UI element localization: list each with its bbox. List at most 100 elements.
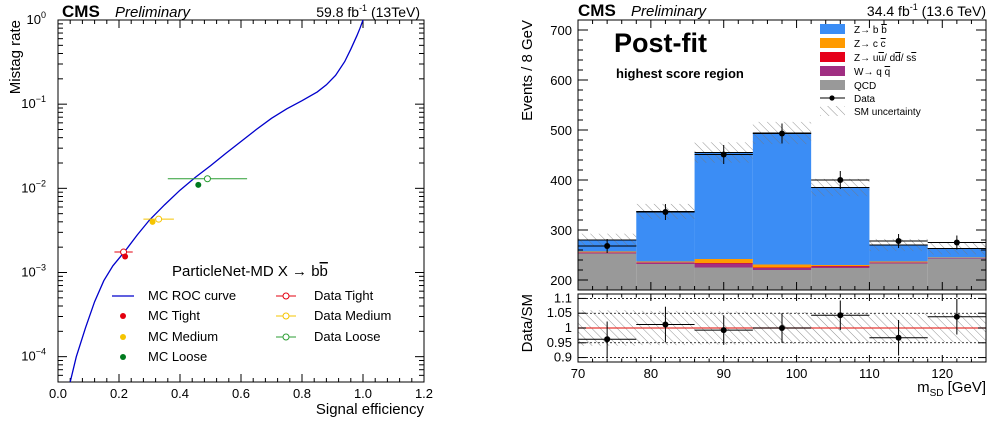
data-point bbox=[837, 177, 844, 183]
legend-zcc-swatch bbox=[820, 38, 845, 48]
ratio-point bbox=[895, 334, 902, 341]
preliminary-label-left: Preliminary bbox=[115, 4, 192, 21]
roc-x-tick-label: 0.4 bbox=[171, 386, 189, 401]
mass-x-axis-label: mSD [GeV] bbox=[917, 379, 986, 399]
roc-y-tick-label: 10−1 bbox=[21, 94, 46, 111]
ratio-y-tick-label: 1.1 bbox=[554, 290, 572, 305]
roc-y-tick-label: 100 bbox=[27, 10, 46, 27]
roc-mc-point bbox=[149, 218, 156, 225]
roc-curve-line bbox=[69, 19, 364, 383]
roc-plot-area bbox=[69, 19, 364, 383]
legend-zbb-label: Z→ b b bbox=[854, 25, 887, 36]
stack-bar bbox=[752, 264, 812, 268]
ratio-point bbox=[604, 336, 611, 343]
legend-mc-loose-label: MC Loose bbox=[148, 349, 207, 364]
stack-bar bbox=[811, 266, 870, 268]
roc-mc-point bbox=[122, 253, 129, 260]
roc-x-tick-label: 0.6 bbox=[232, 386, 250, 401]
legend-data-label: Data bbox=[854, 94, 876, 105]
stack-bar bbox=[869, 261, 928, 263]
legend-mc-tight: MC Tight bbox=[120, 308, 200, 323]
ratio-x-tick-label: 90 bbox=[716, 366, 730, 381]
legend-wqq-swatch bbox=[820, 66, 845, 76]
stack-bar bbox=[578, 253, 637, 290]
stack-bar bbox=[927, 258, 986, 290]
roc-x-tick-label: 1.2 bbox=[415, 386, 433, 401]
roc-legend-title: ParticleNet-MD X → bb bbox=[172, 263, 328, 280]
legend-mc-medium: MC Medium bbox=[120, 329, 218, 344]
ratio-x-ticks: 70 80 90 100 110 120 bbox=[571, 294, 987, 381]
ratio-x-tick-label: 80 bbox=[644, 366, 658, 381]
roc-x-tick-label: 1.0 bbox=[354, 386, 372, 401]
legend-data-loose: Data Loose bbox=[276, 329, 381, 344]
mass-panel: CMS Preliminary 34.4 fb-1 (13.6 TeV) 200… bbox=[519, 1, 987, 399]
legend-mc-loose-marker bbox=[120, 354, 126, 360]
roc-x-ticks: 0.0 0.2 0.4 0.6 0.8 1.0 1.2 bbox=[49, 20, 433, 401]
post-fit-title: Post-fit bbox=[614, 28, 707, 58]
stack-bar bbox=[811, 266, 870, 267]
ratio-y-tick-label: 1.05 bbox=[547, 305, 572, 320]
stack-bar bbox=[752, 267, 812, 268]
ratio-y-axis-label: Data/SM bbox=[519, 294, 536, 352]
legend-unc-label: SM uncertainty bbox=[854, 107, 921, 118]
legend-roc-curve: MC ROC curve bbox=[112, 288, 236, 303]
roc-x-tick-label: 0.8 bbox=[293, 386, 311, 401]
data-point bbox=[662, 209, 669, 215]
stack-bar bbox=[927, 258, 986, 259]
data-point bbox=[604, 243, 611, 249]
legend-mc-medium-marker bbox=[120, 334, 126, 340]
legend-data-medium-marker bbox=[282, 312, 290, 320]
legend-zbb-swatch bbox=[820, 24, 845, 34]
ratio-point bbox=[953, 313, 960, 320]
cms-label-right: CMS bbox=[578, 1, 616, 20]
legend-data-medium: Data Medium bbox=[276, 308, 391, 323]
ratio-y-tick-label: 0.9 bbox=[554, 350, 572, 365]
mass-y-ticks: 200 300 400 500 600 700 bbox=[550, 19, 987, 291]
ratio-point bbox=[662, 321, 669, 328]
legend-mc-medium-label: MC Medium bbox=[148, 329, 218, 344]
lumi-label-left: 59.8 fb-1 (13TeV) bbox=[316, 3, 420, 20]
legend-data-marker bbox=[829, 95, 835, 101]
stack-bar bbox=[636, 262, 695, 264]
roc-y-tick-label: 10−2 bbox=[21, 178, 46, 195]
roc-y-tick-label: 10−4 bbox=[21, 347, 46, 364]
ratio-x-tick-label: 120 bbox=[931, 366, 953, 381]
ratio-point bbox=[779, 325, 785, 331]
legend-zqq-label: Z→ uu/ dd/ ss bbox=[854, 53, 916, 64]
stack-bar bbox=[694, 263, 753, 268]
legend-data-loose-label: Data Loose bbox=[314, 329, 381, 344]
legend-zcc-label: Z→ c c bbox=[854, 39, 886, 50]
stack-bar bbox=[636, 261, 695, 263]
preliminary-label-right: Preliminary bbox=[631, 3, 708, 20]
roc-x-tick-label: 0.2 bbox=[110, 386, 128, 401]
mass-plot-area bbox=[578, 121, 986, 290]
legend-data-loose-marker bbox=[282, 333, 290, 341]
mass-legend: Z→ b b Z→ c c Z→ uu/ dd/ ss W→ q q QCD D… bbox=[820, 24, 921, 118]
mass-y-tick-label: 300 bbox=[550, 223, 572, 238]
legend-data-tight: Data Tight bbox=[276, 288, 374, 303]
roc-frame bbox=[57, 19, 425, 383]
post-fit-subtitle: highest score region bbox=[616, 66, 744, 81]
roc-data-point bbox=[203, 175, 211, 183]
legend-roc-label: MC ROC curve bbox=[148, 288, 236, 303]
data-point bbox=[895, 238, 902, 244]
legend-wqq-label: W→ q q bbox=[854, 67, 890, 78]
ratio-x-tick-label: 70 bbox=[571, 366, 585, 381]
data-point bbox=[720, 151, 727, 158]
roc-panel: CMS Preliminary 59.8 fb-1 (13TeV) 0.0 0.2… bbox=[7, 2, 433, 418]
ratio-point bbox=[837, 312, 844, 319]
ratio-point bbox=[720, 327, 727, 334]
stack-bar bbox=[752, 133, 812, 265]
ratio-x-tick-label: 110 bbox=[859, 366, 880, 381]
mass-y-axis-label: Events / 8 GeV bbox=[519, 20, 536, 121]
stack-bar bbox=[811, 187, 870, 265]
legend-data-tight-marker bbox=[282, 292, 290, 300]
mass-y-tick-label: 400 bbox=[550, 173, 572, 188]
legend-mc-tight-marker bbox=[120, 313, 126, 319]
roc-y-ticks: 10−4 10−3 10−2 10−1 100 bbox=[21, 10, 424, 383]
lumi-label-right: 34.4 fb-1 (13.6 TeV) bbox=[867, 2, 986, 19]
legend-mc-loose: MC Loose bbox=[120, 349, 207, 364]
legend-zqq-swatch bbox=[820, 52, 845, 62]
